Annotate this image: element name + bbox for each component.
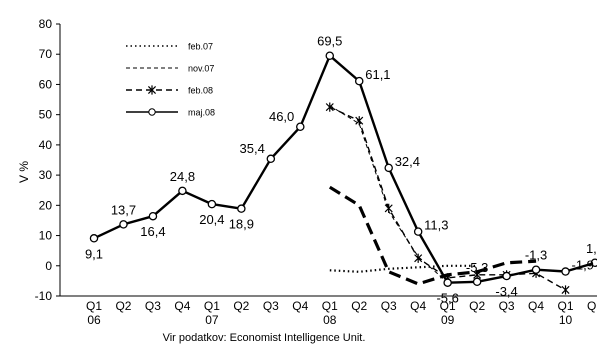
- legend-label: feb.07: [188, 42, 213, 52]
- circle-marker: [148, 211, 158, 221]
- x-tick-label: Q2: [469, 299, 485, 313]
- series-line: [329, 264, 478, 273]
- x-tick-year-label: 07: [205, 313, 219, 327]
- circle-marker: [561, 267, 570, 276]
- series-line: [329, 105, 448, 283]
- data-label: 61,1: [365, 67, 390, 82]
- x-tick-year-label: 08: [323, 313, 337, 327]
- circle-marker: [443, 278, 452, 287]
- x-tick-label: Q2: [233, 299, 249, 313]
- circle-marker: [384, 163, 393, 173]
- y-tick-label: 70: [39, 47, 53, 61]
- star-marker: [414, 253, 423, 263]
- x-tick-label: Q4: [174, 299, 190, 313]
- x-tick-label: Q1: [204, 299, 220, 313]
- data-label: 1,0: [586, 241, 597, 256]
- circle-marker: [237, 204, 246, 213]
- circle-marker: [531, 265, 541, 274]
- x-tick-label: Q3: [263, 299, 279, 313]
- circle-marker: [413, 227, 423, 236]
- legend-label: nov.07: [188, 64, 214, 74]
- series-line: [328, 185, 537, 286]
- x-tick-label: Q1: [86, 299, 102, 313]
- x-tick-label: Q4: [410, 299, 426, 313]
- data-labels: 9,1 13,7 16,4 24,8 20,4 18,9 35,4 46,0 69,5 61,1 3…: [85, 34, 597, 306]
- x-tick-label: Q3: [499, 299, 515, 313]
- data-label: -1,3: [525, 248, 547, 263]
- circle-marker: [325, 51, 335, 60]
- x-tick-year-label: 10: [559, 313, 573, 327]
- star-marker: [384, 203, 393, 213]
- x-tick-label: Q3: [381, 299, 397, 313]
- star-marker: [355, 116, 364, 126]
- data-label: 24,8: [170, 169, 195, 184]
- data-label: 46,0: [269, 109, 294, 124]
- circle-marker: [266, 154, 276, 164]
- x-tick-label: Q3: [145, 299, 161, 313]
- data-label: 11,3: [424, 218, 448, 233]
- legend-label: feb.08: [188, 86, 213, 96]
- data-label: 9,1: [85, 246, 103, 261]
- circle-marker: [590, 258, 597, 268]
- y-tick-label: 20: [39, 198, 53, 212]
- x-tick-label: Q2: [587, 299, 597, 313]
- star-marker: [561, 285, 570, 295]
- series-line: [329, 106, 566, 291]
- star-marker: [325, 102, 334, 112]
- x-tick-label: Q4: [528, 299, 544, 313]
- circle-marker: [207, 199, 217, 209]
- data-label: 32,4: [395, 154, 420, 169]
- y-tick-label: 50: [39, 108, 53, 122]
- x-tick-label: Q1: [558, 299, 574, 313]
- y-tick-label: 60: [39, 77, 53, 91]
- legend-circle-marker: [148, 108, 156, 116]
- data-label: -5,6: [436, 291, 458, 306]
- x-tick-label: Q2: [115, 299, 131, 313]
- x-tick-label: Q4: [292, 299, 308, 313]
- circle-marker: [89, 234, 99, 243]
- data-label: 18,9: [229, 217, 254, 232]
- x-tick-label: Q1: [440, 299, 456, 313]
- series-group: [89, 51, 597, 295]
- legend: feb.07 nov.07 feb.08 maj.08: [126, 42, 215, 118]
- source-note: Vir podatkov: Economist Intelligence Uni…: [163, 332, 366, 344]
- circle-marker: [472, 277, 482, 287]
- data-label: 20,4: [199, 212, 224, 227]
- circle-marker: [502, 271, 511, 281]
- circle-marker: [354, 76, 364, 86]
- data-label: 13,7: [111, 202, 136, 217]
- data-label: 69,5: [317, 34, 342, 49]
- x-tick-label: Q2: [351, 299, 367, 313]
- series-feb.07: [329, 264, 478, 273]
- y-tick-label: 0: [45, 259, 52, 273]
- y-tick-label: 80: [39, 17, 53, 31]
- series-nov.07: [329, 105, 448, 283]
- legend-label: maj.08: [188, 108, 215, 118]
- y-axis-label: V %: [17, 161, 31, 183]
- y-tick-label: 10: [39, 229, 53, 243]
- star-marker: [147, 85, 157, 95]
- series-line: [93, 54, 596, 284]
- x-tick-year-label: 09: [441, 313, 455, 327]
- circle-marker: [296, 122, 305, 132]
- data-label: 16,4: [140, 224, 165, 239]
- x-tick-year-label: 06: [87, 313, 101, 327]
- x-tick-label: Q1: [322, 299, 338, 313]
- series-bold-dashed: [328, 185, 537, 286]
- series-maj.08: [89, 51, 597, 287]
- y-tick-label: 30: [39, 168, 53, 182]
- circle-marker: [178, 186, 187, 196]
- data-label: -1,9: [572, 258, 594, 273]
- data-label: 35,4: [240, 141, 265, 156]
- data-label: -3,4: [495, 284, 517, 299]
- y-tick-label: -10: [35, 289, 53, 303]
- data-label: -5,3: [466, 260, 488, 275]
- circle-marker: [119, 220, 128, 229]
- y-tick-label: 40: [39, 138, 53, 152]
